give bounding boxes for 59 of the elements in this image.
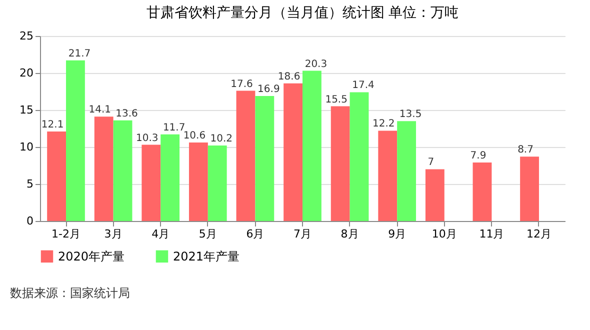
x-tick-label: 4月 [152, 228, 170, 240]
x-tick-label: 12月 [526, 228, 552, 240]
legend-label: 2021年产量 [173, 249, 240, 264]
bar [94, 116, 114, 221]
x-tick-label: 9月 [388, 228, 406, 240]
bar [188, 142, 208, 221]
bar [302, 70, 322, 221]
bar [520, 156, 539, 221]
data-label: 17.4 [352, 80, 374, 92]
legend-label: 2020年产量 [58, 249, 125, 264]
data-label: 11.7 [162, 122, 186, 134]
y-tick-label: 10 [20, 140, 34, 154]
data-label: 20.3 [304, 58, 328, 70]
data-label: 15.5 [325, 94, 348, 106]
data-label: 13.6 [116, 108, 138, 120]
x-tick-label: 10月 [432, 228, 457, 240]
data-label: 7 [428, 157, 434, 168]
x-tick-label: 6月 [246, 228, 264, 240]
bar [378, 130, 398, 221]
data-label: 12.1 [41, 119, 64, 130]
x-tick-label: 3月 [104, 228, 122, 240]
bar [330, 106, 350, 221]
data-label: 10.3 [136, 132, 158, 144]
y-tick-label: 25 [20, 30, 34, 42]
bar [208, 146, 227, 221]
bar [284, 83, 302, 221]
bar [397, 121, 416, 221]
data-label: 16.9 [258, 84, 280, 95]
y-tick-label: 15 [20, 104, 34, 116]
data-label: 17.6 [230, 78, 253, 90]
x-tick-label: 11月 [479, 228, 504, 240]
source-note: 数据来源：国家统计局 [10, 286, 130, 300]
data-label: 13.5 [399, 109, 422, 120]
data-label: 21.7 [68, 48, 91, 60]
chart-title: 甘肃省饮料产量分月（当月值）统计图 单位：万吨 [146, 5, 459, 21]
data-label: 18.6 [278, 71, 300, 82]
data-label: 12.2 [372, 118, 395, 130]
x-tick-label: 5月 [198, 228, 217, 240]
x-tick-label: 1-2月 [52, 228, 80, 240]
y-tick-label: 0 [26, 214, 34, 228]
data-label: 7.9 [470, 150, 486, 162]
data-label: 8.7 [518, 144, 534, 156]
bar [113, 120, 132, 221]
bar [160, 134, 180, 221]
y-tick-label: 20 [20, 66, 34, 80]
data-label: 10.6 [183, 130, 206, 142]
bar [255, 96, 274, 221]
bar [350, 92, 369, 221]
bar [472, 162, 492, 221]
bar [425, 169, 444, 221]
bar [47, 131, 66, 221]
data-label: 10.2 [210, 134, 232, 145]
y-tick-label: 5 [26, 178, 34, 190]
bar [142, 144, 161, 221]
bar [236, 90, 256, 221]
bar [66, 60, 85, 221]
x-tick-label: 7月 [294, 228, 312, 240]
x-tick-label: 8月 [340, 228, 359, 240]
data-label: 14.1 [88, 104, 111, 116]
